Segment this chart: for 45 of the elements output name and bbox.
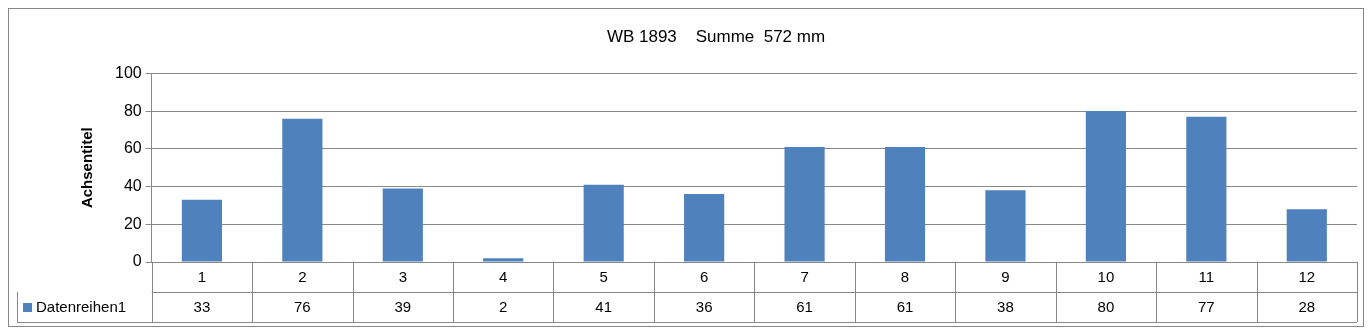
x-tick-label: 9 [1001, 268, 1010, 286]
data-label: 2 [499, 298, 508, 316]
x-tick-label: 2 [298, 268, 307, 286]
bar [583, 184, 624, 262]
y-tick-label: 80 [123, 101, 142, 119]
bar [382, 188, 423, 262]
data-label: 61 [896, 298, 914, 316]
bar [483, 258, 524, 262]
bar [784, 146, 825, 262]
data-label: 76 [294, 298, 311, 316]
x-tick-label: 6 [699, 268, 709, 286]
x-tick-label: 1 [197, 268, 207, 286]
bar [181, 199, 223, 262]
bar [985, 190, 1026, 262]
x-tick-label: 7 [800, 268, 809, 286]
data-label: 41 [595, 298, 613, 316]
bar [1186, 116, 1227, 262]
x-tick-label: 10 [1097, 268, 1115, 286]
x-tick-label: 3 [398, 268, 407, 286]
bar [1286, 209, 1327, 262]
y-tick-label: 100 [114, 63, 142, 81]
data-label: 38 [997, 298, 1014, 316]
data-label: 61 [796, 298, 813, 316]
bar [282, 118, 323, 262]
bar [884, 146, 926, 262]
y-tick-label: 40 [123, 176, 142, 194]
y-axis-title: Achsentitel [78, 127, 96, 209]
bar [1085, 111, 1126, 262]
data-label: 77 [1197, 298, 1215, 316]
data-label: 80 [1097, 298, 1115, 316]
x-tick-label: 8 [900, 268, 910, 286]
x-tick-label: 4 [499, 268, 508, 286]
data-label: 33 [193, 298, 211, 316]
x-tick-label: 5 [599, 268, 608, 286]
data-label: 39 [394, 298, 412, 316]
chart-title: WB 1893 Summe 572 mm [606, 26, 826, 46]
y-tick-label: 60 [123, 139, 142, 157]
legend-label: Datenreihen1 [36, 298, 127, 316]
y-tick-label: 20 [123, 214, 142, 232]
bar [684, 194, 725, 262]
data-label: 28 [1298, 298, 1316, 316]
y-tick-label: 0 [132, 252, 142, 270]
x-tick-label: 11 [1198, 268, 1215, 286]
data-label: 36 [695, 298, 713, 316]
x-tick-label: 12 [1298, 268, 1316, 286]
